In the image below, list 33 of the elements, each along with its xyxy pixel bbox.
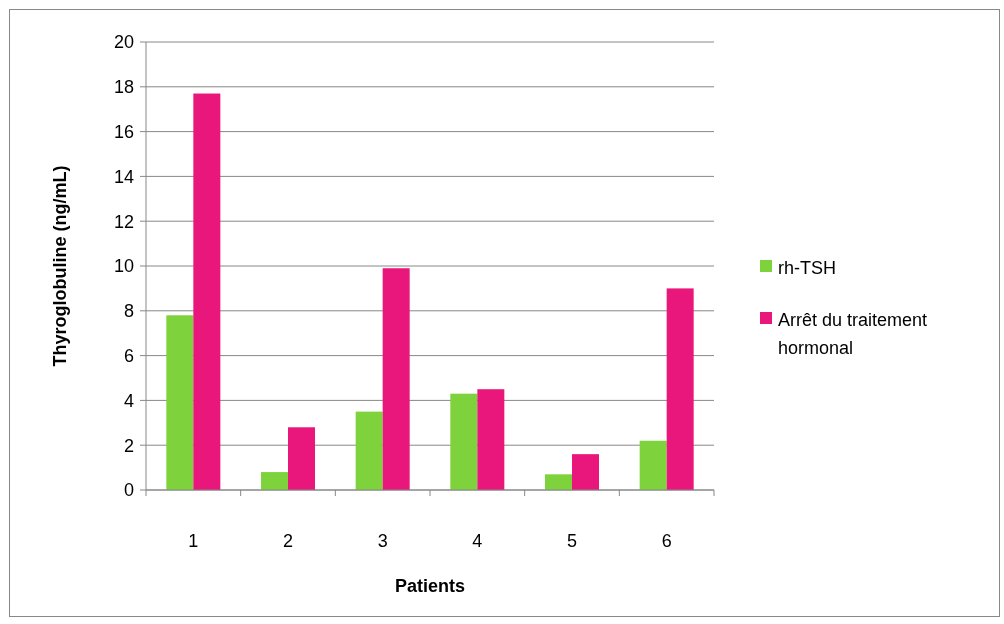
x-tick-label: 6 — [661, 531, 672, 551]
bar — [450, 393, 478, 490]
legend-label: rh-TSH — [778, 258, 836, 279]
y-tick-label: 6 — [123, 345, 134, 366]
y-tick-label: 16 — [113, 121, 134, 142]
x-axis-title: Patients — [394, 576, 466, 596]
y-tick-label: 14 — [113, 166, 134, 187]
x-tick-label: 1 — [188, 531, 199, 551]
bar — [193, 93, 221, 490]
bar — [382, 268, 410, 490]
bar — [477, 389, 505, 490]
legend-label: Arrêt du traitement hormonal — [778, 310, 928, 359]
x-tick-label: 3 — [377, 531, 388, 551]
bar — [355, 411, 383, 490]
bar — [288, 427, 315, 490]
x-tick-label: 5 — [566, 531, 578, 551]
y-tick-label: 18 — [113, 77, 134, 98]
y-tick-label: 20 — [113, 32, 134, 53]
y-tick-label: 8 — [123, 301, 134, 322]
y-axis-title: Thyroglobuline (ng/mL) — [50, 165, 70, 367]
y-tick-label: 10 — [113, 256, 134, 277]
x-tick-label: 2 — [282, 531, 294, 551]
y-tick-label: 0 — [123, 480, 134, 501]
x-tick-label: 4 — [472, 531, 483, 551]
bar — [261, 472, 288, 490]
y-tick-label: 12 — [113, 211, 134, 232]
bar — [545, 474, 572, 490]
bar — [166, 315, 194, 490]
bar — [572, 454, 599, 490]
y-tick-label: 4 — [123, 390, 134, 411]
bar — [666, 288, 694, 490]
bar — [639, 440, 667, 490]
y-tick-label: 2 — [123, 435, 134, 456]
